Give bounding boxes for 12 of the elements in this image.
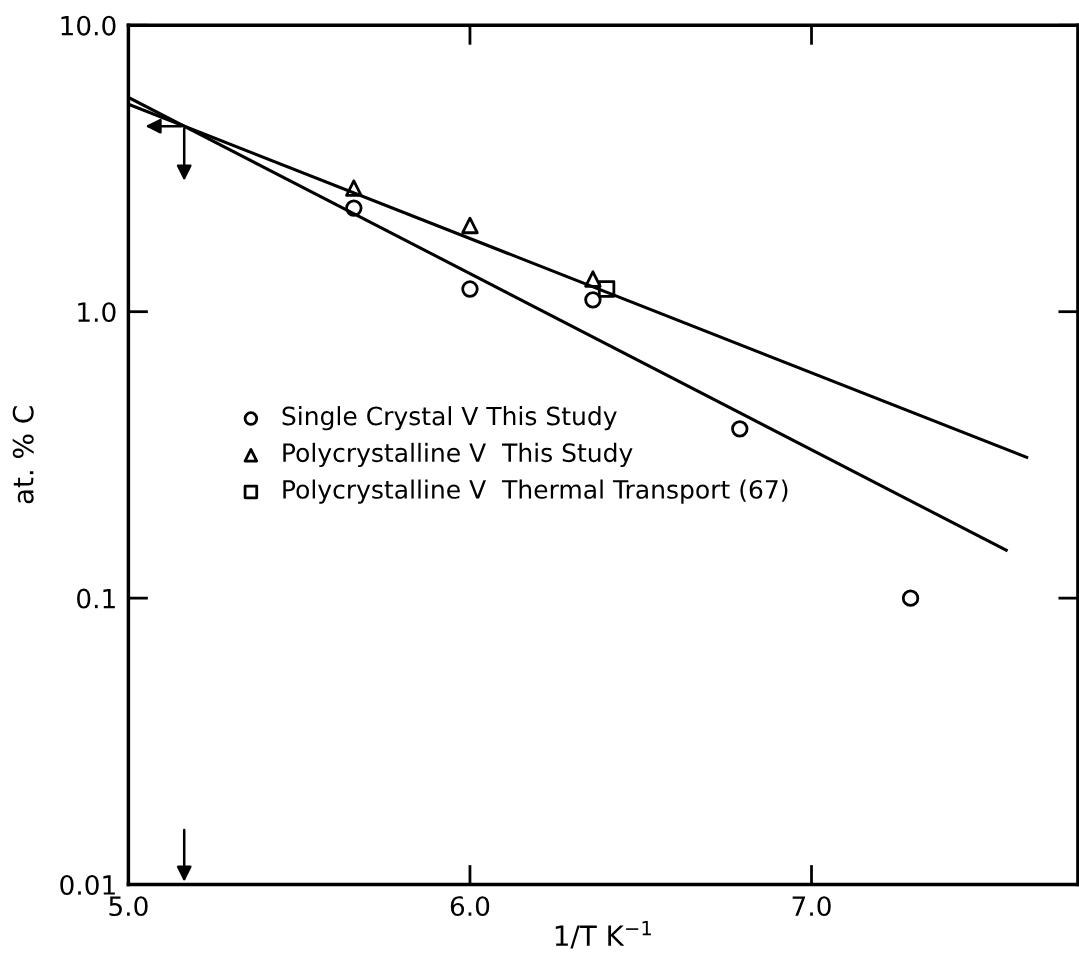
legend-label: Single Crystal V This Study <box>282 406 617 431</box>
y-tick-label: 1.0 <box>78 302 116 323</box>
y-tick-label: 10.0 <box>61 15 116 36</box>
y-tick-label: 0.01 <box>60 875 115 895</box>
x-axis-title: 1/T K$^{−1}$ <box>555 921 651 949</box>
x-tick-label: 5.0 <box>109 896 148 917</box>
x-tick-label: 7.0 <box>792 896 831 917</box>
y-axis-title: at. % C <box>12 406 34 504</box>
legend-label: Polycrystalline V This Study <box>283 442 633 468</box>
legend-label: Polycrystalline V Thermal Transport (67) <box>283 479 788 504</box>
x-tick-label: 6.0 <box>450 896 490 917</box>
y-tick-label: 0.1 <box>77 588 115 609</box>
